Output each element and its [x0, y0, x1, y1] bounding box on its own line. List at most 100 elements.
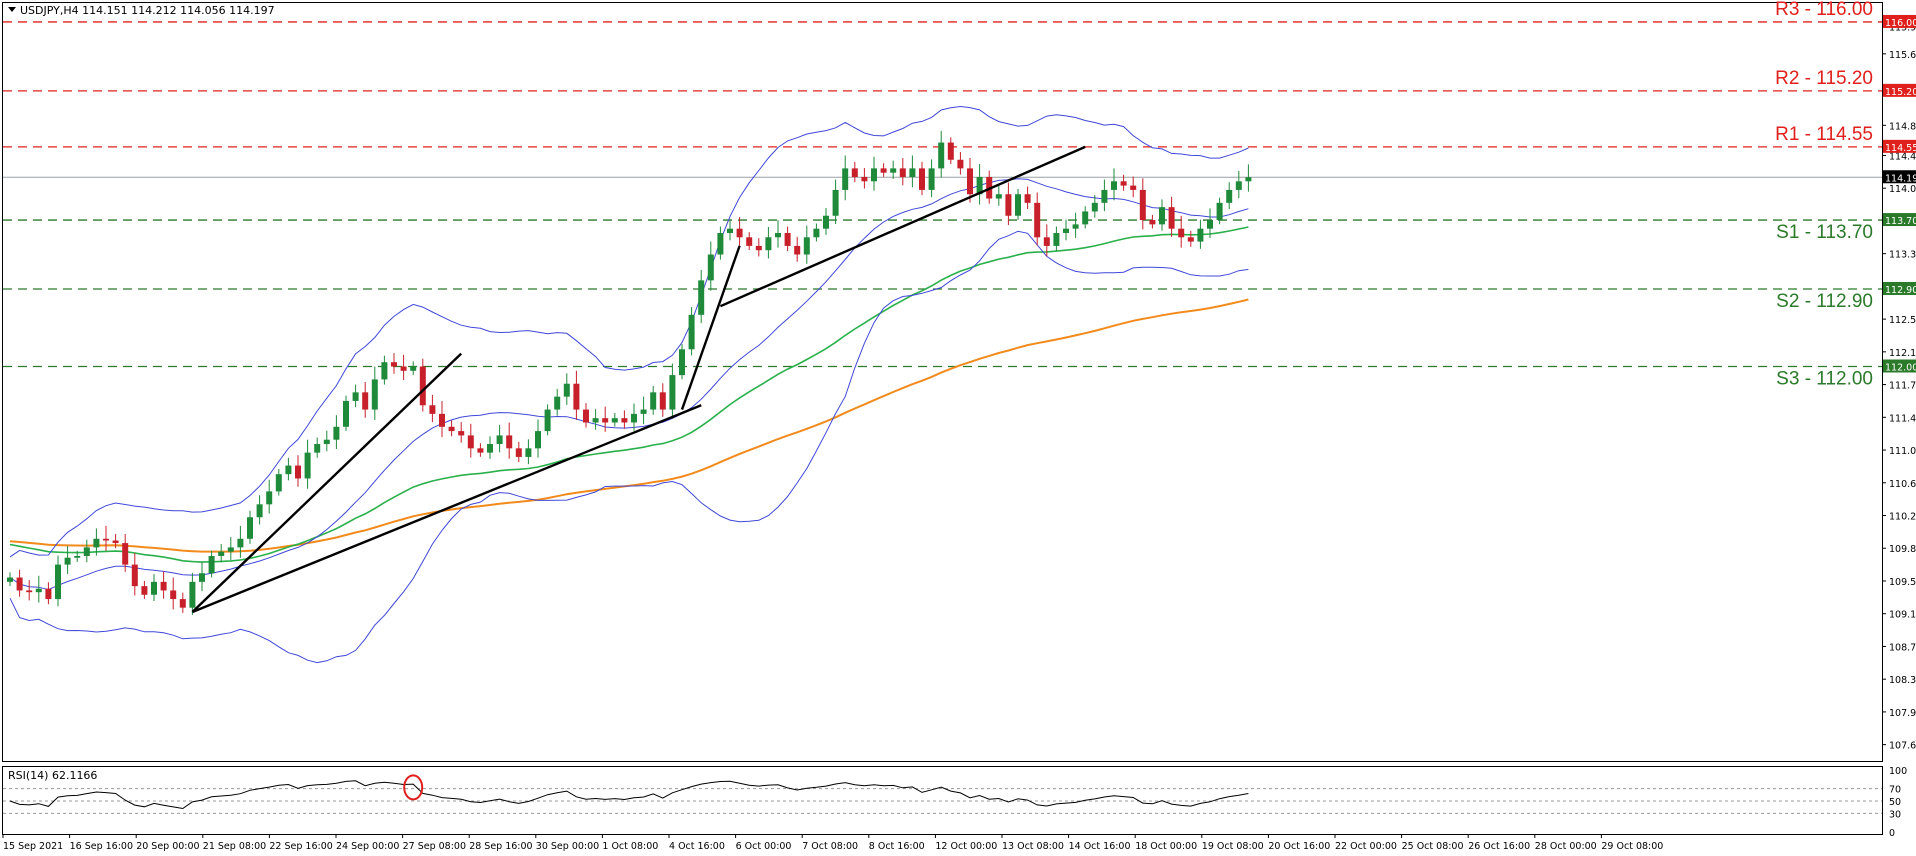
candle-body [391, 362, 397, 367]
candle-body [688, 314, 695, 350]
candle [698, 270, 705, 324]
candle-body [1159, 207, 1165, 225]
time-tick-label: 20 Sep 00:00 [136, 841, 199, 852]
candle [621, 410, 628, 429]
candle-body [160, 581, 167, 591]
candle-body [563, 383, 570, 397]
candle-body [736, 228, 743, 238]
candle-body [650, 392, 657, 410]
candle [343, 395, 349, 431]
candle [1024, 186, 1031, 210]
candles [7, 130, 1252, 615]
candle [583, 403, 589, 428]
level-price-tags: 116.000 115.200 114.550 113.700 112.900 112.0… [1883, 14, 1916, 373]
candle-body [247, 517, 253, 539]
candle-body [525, 448, 532, 457]
candle-body [1111, 181, 1117, 190]
candle [880, 163, 887, 177]
candle-body [995, 194, 1002, 199]
candle-body [506, 435, 513, 449]
candle [1216, 197, 1223, 225]
candle-body [1034, 202, 1041, 238]
candle [45, 582, 52, 605]
candle [995, 185, 1002, 206]
candle-body [592, 418, 599, 423]
time-tick-label: 14 Oct 16:00 [1069, 841, 1131, 852]
time-tick-label: 7 Oct 08:00 [802, 841, 858, 852]
level-label: R3 - 116.00 [1775, 0, 1873, 20]
candle-body [1168, 207, 1175, 229]
candle-body [1091, 202, 1098, 212]
candle [871, 156, 877, 191]
candle-body [1245, 177, 1252, 182]
candle-body [26, 590, 33, 593]
price-tick-label: 107.990 [1889, 708, 1916, 719]
time-tick-label: 13 Oct 08:00 [1002, 841, 1064, 852]
candle [1245, 164, 1252, 192]
candle [1063, 219, 1069, 241]
candle-body [1130, 185, 1137, 190]
candle [285, 457, 292, 481]
candle [1207, 208, 1213, 238]
time-tick-label: 30 Sep 00:00 [536, 841, 599, 852]
candle [679, 344, 685, 380]
candle [323, 430, 330, 452]
candle-body [631, 413, 637, 423]
candle-body [515, 448, 522, 457]
candle-body [410, 366, 417, 371]
time-tick-label: 26 Oct 16:00 [1468, 841, 1530, 852]
candle [314, 437, 321, 458]
candle [1187, 230, 1194, 247]
candle-body [83, 547, 90, 556]
candle-body [1043, 237, 1050, 246]
time-tick-label: 19 Oct 08:00 [1202, 841, 1264, 852]
symbol-info: USDJPY,H4 114.151 114.212 114.056 114.19… [20, 4, 275, 17]
candle-body [823, 215, 829, 229]
candle [506, 422, 513, 459]
symbol-dropdown-icon[interactable] [8, 7, 16, 12]
candle-body [659, 392, 666, 410]
price-tick-label: 107.610 [1889, 741, 1916, 752]
candle [525, 439, 532, 465]
candle-body [583, 409, 589, 423]
candle-body [803, 237, 810, 255]
time-tick-label: 12 Oct 00:00 [935, 841, 997, 852]
candle-body [151, 581, 157, 595]
candle-body [755, 245, 762, 251]
candle [112, 534, 119, 549]
candle [919, 161, 925, 196]
candle [957, 152, 964, 175]
candle-body [295, 465, 301, 479]
candle-body [871, 168, 877, 182]
candle [1082, 206, 1089, 229]
candle-body [1139, 189, 1146, 221]
candle-body [55, 564, 61, 600]
candle-body [784, 232, 791, 246]
candle [890, 160, 897, 179]
price-tag-bg [1883, 281, 1916, 295]
candle-body [218, 551, 225, 556]
time-tick-label: 8 Oct 16:00 [869, 841, 925, 852]
candle-body [112, 540, 119, 544]
candle-body [554, 396, 561, 410]
candle-body [439, 413, 445, 427]
candle-body [1024, 194, 1031, 203]
price-tick-label: 112.550 [1889, 315, 1916, 326]
candle-body [698, 280, 705, 315]
time-tick-label: 18 Oct 00:00 [1135, 841, 1197, 852]
candle [237, 525, 244, 558]
candle-body [1120, 181, 1127, 186]
candle [131, 552, 138, 596]
level-label: S2 - 112.90 [1776, 291, 1873, 312]
candle-body [832, 189, 839, 216]
price-tick-label: 111.410 [1889, 413, 1916, 424]
candle-body [122, 543, 129, 565]
candle [707, 241, 714, 291]
time-tick-label: 29 Oct 08:00 [1601, 841, 1663, 852]
candle [1130, 176, 1137, 198]
price-tag-bg [1883, 213, 1916, 227]
candle [227, 537, 234, 560]
candle [1015, 189, 1021, 220]
candle-body [419, 366, 426, 406]
